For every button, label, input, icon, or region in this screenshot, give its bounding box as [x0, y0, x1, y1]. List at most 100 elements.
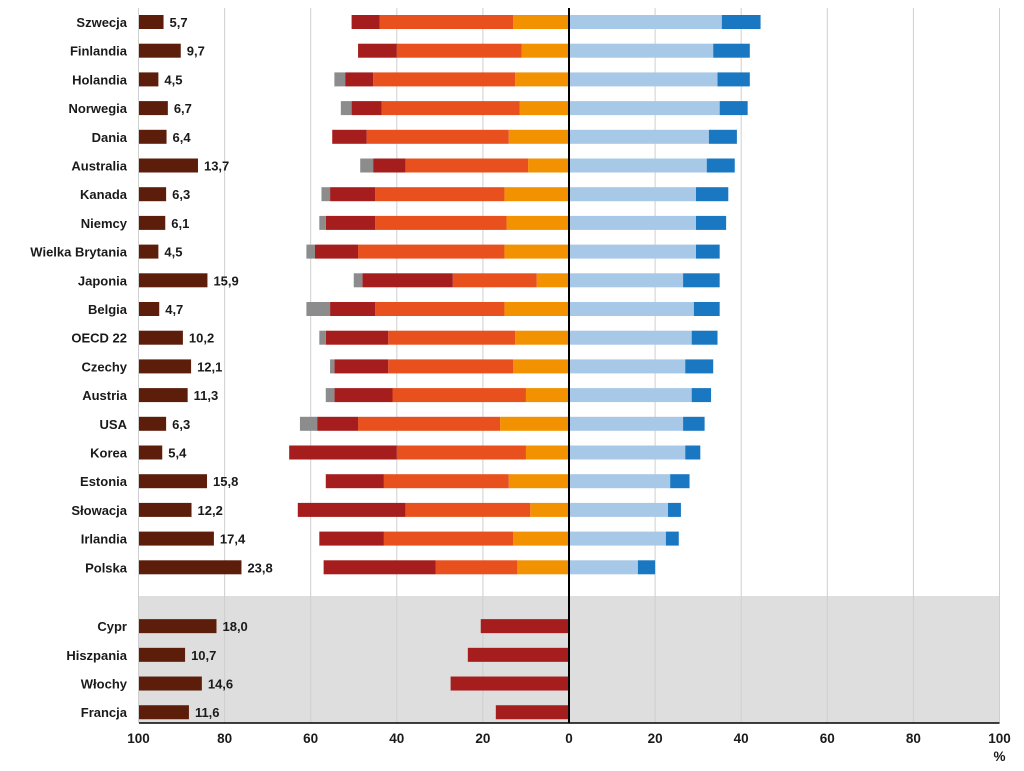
stacked-left-segment [536, 273, 569, 288]
left-value-label: 18,0 [222, 619, 247, 634]
stacked-left-segment [297, 502, 406, 517]
country-label: Belgia [88, 302, 128, 317]
stacked-left-segment [513, 15, 569, 29]
stacked-left-segment [319, 531, 384, 546]
stacked-left-segment [388, 330, 516, 345]
stacked-right-segment [569, 273, 684, 288]
stacked-left-segment [396, 445, 526, 460]
stacked-left-segment [358, 416, 501, 431]
stacked-left-segment [351, 15, 380, 29]
stacked-left-segment [319, 215, 326, 230]
stacked-right-segment [708, 129, 737, 144]
stacked-right-segment [719, 101, 748, 116]
stacked-left-segment [334, 388, 393, 403]
bottom-group-bar [480, 619, 569, 634]
stacked-right-segment [637, 560, 656, 575]
left-value-label: 9,7 [187, 44, 205, 59]
stacked-right-segment [665, 531, 679, 546]
left-value-label: 14,6 [208, 677, 233, 692]
stacked-right-segment [668, 502, 681, 517]
country-label: Słowacja [71, 503, 127, 518]
stacked-right-segment [569, 502, 669, 517]
stacked-right-segment [569, 244, 696, 259]
value-labels: 5,7 9,7 4,5 6,7 6,4 13,7 6,3 6,1 4,5 15,9 4,7 10,2 1… [164, 15, 272, 720]
stacked-left-segment [360, 158, 374, 173]
x-axis-unit-label: % [993, 749, 1005, 764]
bottom-group-bar [467, 647, 569, 662]
stacked-left-segment [332, 129, 367, 144]
x-tick-labels: 100 80 60 40 20 0 20 40 60 80 100 [127, 731, 1011, 746]
stacked-left-segment [373, 72, 516, 87]
x-tick-label: 100 [127, 731, 150, 746]
stacked-left-segment [375, 187, 505, 202]
left-bar [139, 72, 159, 87]
stacked-left-segment [330, 359, 335, 374]
stacked-left-segment [379, 15, 514, 29]
stacked-left-segment [325, 330, 389, 345]
stacked-right-segment [685, 359, 714, 374]
country-label: Kanada [80, 187, 128, 202]
left-value-label: 15,8 [213, 474, 238, 489]
stacked-left-segment [334, 359, 389, 374]
stacked-left-segment [508, 129, 569, 144]
country-label: Holandia [72, 72, 128, 87]
country-label: Norwegia [68, 101, 127, 116]
stacked-right-segment [569, 215, 696, 230]
left-value-label: 4,5 [164, 72, 182, 87]
country-label: Polska [85, 560, 128, 575]
left-bar [139, 647, 186, 662]
stacked-right-segment [569, 101, 720, 116]
stacked-left-segment [330, 302, 376, 316]
stacked-right-segment [569, 187, 696, 202]
stacked-left-segment [323, 560, 436, 575]
left-value-label: 10,7 [191, 648, 216, 663]
bottom-group-bar [450, 676, 569, 691]
left-bar [139, 273, 208, 288]
stacked-left-segment [500, 416, 569, 431]
left-bar [139, 416, 167, 431]
left-value-label: 5,7 [170, 15, 188, 30]
left-bar [139, 445, 163, 460]
left-value-label: 6,3 [172, 187, 190, 202]
stacked-right-segment [569, 302, 694, 316]
x-tick-label: 60 [820, 731, 835, 746]
stacked-left-segment [334, 72, 346, 87]
stacked-left-segment [319, 330, 326, 345]
left-value-label: 5,4 [168, 446, 187, 461]
stacked-left-segment [530, 502, 569, 517]
country-label: Australia [71, 159, 127, 174]
x-tick-label: 60 [303, 731, 318, 746]
stacked-right-segment [569, 129, 709, 144]
stacked-right-segment [721, 15, 761, 29]
country-label: USA [100, 417, 128, 432]
country-label: Finlandia [70, 44, 128, 59]
left-bar [139, 158, 198, 173]
stacked-right-segment [695, 215, 727, 230]
stacked-left-segment [345, 72, 374, 87]
left-value-label: 17,4 [220, 532, 246, 547]
stacked-left-segment [383, 474, 509, 489]
stacked-left-segment [358, 244, 505, 259]
country-label: Korea [90, 446, 128, 461]
left-value-label: 11,6 [195, 705, 220, 720]
stacked-left-segment [504, 187, 569, 202]
left-value-label: 6,7 [174, 101, 192, 116]
left-value-label: 12,2 [198, 503, 223, 518]
country-label: OECD 22 [71, 331, 127, 346]
left-bar [139, 531, 214, 546]
left-bar [139, 215, 166, 230]
left-bar [139, 101, 168, 116]
stacked-left-segment [435, 560, 518, 575]
stacked-left-segment [521, 43, 569, 58]
stacked-left-segment [366, 129, 509, 144]
stacked-left-segment [508, 474, 569, 489]
left-value-label: 13,7 [204, 159, 229, 174]
bottom-group-bar [495, 705, 569, 720]
stacked-right-segment [569, 445, 686, 460]
stacked-left-segment [515, 72, 569, 87]
stacked-right-segment [685, 445, 701, 460]
left-value-label: 12,1 [197, 359, 222, 374]
stacked-left-segment [325, 215, 376, 230]
stacked-right-segment [569, 416, 684, 431]
